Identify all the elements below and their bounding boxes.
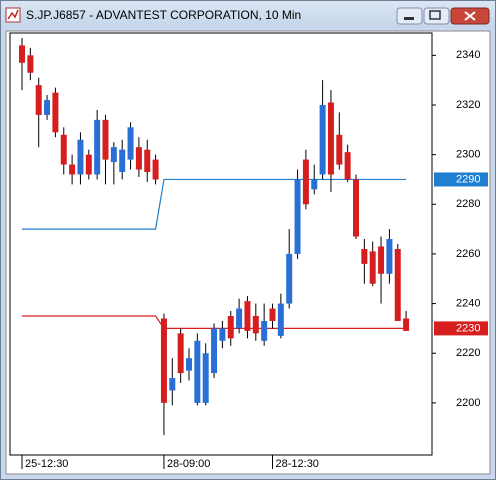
candle-body: [311, 179, 318, 190]
candle-body: [194, 340, 201, 403]
candle-body: [261, 320, 268, 341]
y-tick-label: 2320: [456, 99, 480, 111]
candle-body: [211, 328, 218, 374]
candle-body: [69, 164, 76, 175]
candle-body: [27, 55, 34, 73]
candle-body: [135, 147, 142, 170]
candle-body: [361, 248, 368, 264]
level-label-box: [434, 172, 488, 187]
y-tick-label: 2300: [456, 149, 480, 161]
y-tick-label: 2340: [456, 49, 480, 61]
candle-body: [177, 333, 184, 374]
y-tick-label: 2200: [456, 397, 480, 409]
candle-body: [160, 318, 167, 403]
candle-body: [144, 149, 151, 173]
y-tick-label: 2280: [456, 198, 480, 210]
candle-body: [119, 149, 126, 173]
candle-body: [327, 102, 334, 175]
candle-body: [353, 179, 359, 237]
level-line: [22, 178, 407, 230]
candle-body: [277, 303, 284, 336]
candle-body: [85, 154, 92, 175]
candle-body: [244, 301, 251, 331]
x-tick-label: 28-09:00: [167, 458, 210, 470]
candle-body: [236, 308, 243, 329]
minimize-glyph: [404, 17, 414, 20]
y-tick-label: 2260: [456, 248, 480, 260]
window-title: S.JP.J6857 - ADVANTEST CORPORATION, 10 M…: [26, 8, 301, 22]
level-label: 2290: [456, 173, 480, 185]
candle-body: [102, 119, 109, 160]
candle-body: [319, 104, 326, 175]
candle-body: [369, 251, 376, 284]
candle-body: [60, 134, 67, 165]
candle-body: [227, 315, 234, 339]
candle-body: [19, 45, 25, 63]
candle-body: [94, 119, 101, 175]
client-area: [5, 30, 491, 475]
candle-body: [77, 139, 84, 175]
app-icon-glyph: [7, 9, 19, 20]
y-tick-label: 2240: [456, 297, 480, 309]
close-glyph: [464, 11, 476, 21]
y-tick-label: 2220: [456, 347, 480, 359]
plot-frame: [9, 32, 433, 456]
candle-body: [378, 246, 385, 274]
candle-body: [252, 315, 259, 334]
candle-body: [152, 159, 159, 180]
candle-body: [52, 92, 59, 133]
candle-body: [302, 159, 309, 205]
candle-body: [169, 378, 176, 391]
level-label: 2230: [456, 322, 480, 334]
minimize-button[interactable]: [396, 7, 423, 25]
candle-body: [44, 100, 51, 115]
candle-body: [344, 152, 351, 180]
candle-body: [394, 248, 401, 321]
candle-body: [403, 318, 410, 331]
x-tick-label: 25-12:30: [25, 458, 68, 470]
candle-body: [386, 239, 393, 274]
candle-body: [202, 353, 209, 403]
candle-body: [110, 147, 117, 163]
maximize-glyph: [429, 10, 441, 20]
candle-body: [336, 134, 343, 165]
candle-body: [286, 253, 293, 304]
candle-body: [35, 85, 42, 115]
candle-body: [269, 308, 276, 321]
level-label-box: [434, 321, 488, 336]
x-tick-label: 28-12:30: [276, 458, 319, 470]
candle-body: [294, 179, 301, 254]
plot: 2200 2220 2240 2260 2280 2300 2320 2340 25-12:30…: [19, 37, 488, 470]
candle-body: [127, 127, 134, 160]
candle-body: [186, 358, 192, 371]
candle-body: [219, 328, 226, 341]
